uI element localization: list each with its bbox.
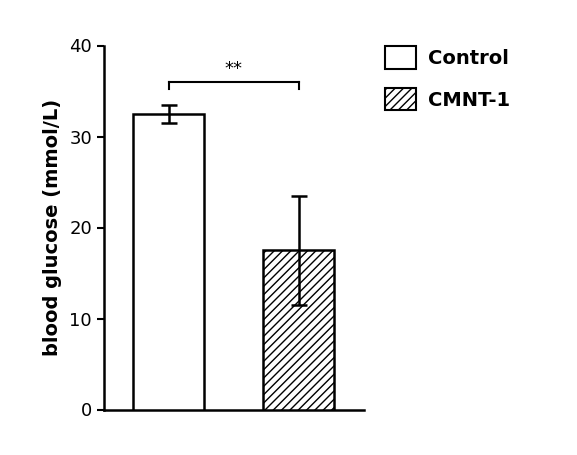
Bar [263,250,334,410]
Bar [133,114,204,410]
Y-axis label: blood glucose (mmol/L): blood glucose (mmol/L) [43,99,62,356]
Legend: Control, CMNT-1: Control, CMNT-1 [385,46,509,111]
Text: **: ** [224,60,243,78]
